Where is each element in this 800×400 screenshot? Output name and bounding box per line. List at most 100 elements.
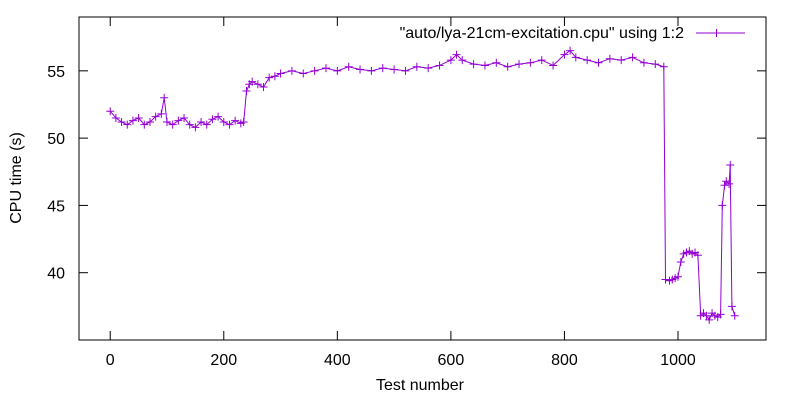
data-point xyxy=(239,117,248,126)
data-point xyxy=(676,257,685,266)
data-point xyxy=(401,66,410,75)
data-point xyxy=(185,120,194,129)
x-tick-label: 0 xyxy=(106,352,115,369)
data-point xyxy=(321,64,330,73)
data-point xyxy=(208,115,217,124)
data-point xyxy=(197,117,206,126)
data-point xyxy=(424,64,433,73)
data-point xyxy=(344,62,353,71)
data-point xyxy=(180,113,189,122)
x-tick-label: 800 xyxy=(551,352,578,369)
data-point xyxy=(174,116,183,125)
data-point xyxy=(566,46,575,55)
data-point xyxy=(333,66,342,75)
data-point xyxy=(583,56,592,65)
data-point xyxy=(157,109,166,118)
data-point xyxy=(134,113,143,122)
data-point xyxy=(651,60,660,69)
data-point xyxy=(106,107,115,116)
x-tick-label: 200 xyxy=(210,352,237,369)
data-point xyxy=(503,62,512,71)
data-point xyxy=(730,311,739,320)
data-point xyxy=(435,61,444,70)
data-point xyxy=(727,302,736,311)
data-point xyxy=(253,80,262,89)
data-point xyxy=(123,120,132,129)
x-tick-label: 400 xyxy=(324,352,351,369)
data-point xyxy=(163,117,172,126)
y-tick-label: 45 xyxy=(47,198,65,215)
data-point xyxy=(356,65,365,74)
legend-label: "auto/lya-21cm-excitation.cpu" using 1:2 xyxy=(400,25,685,42)
data-point xyxy=(202,120,211,129)
y-tick-label: 40 xyxy=(47,266,65,283)
data-point xyxy=(560,50,569,59)
data-point xyxy=(446,56,455,65)
data-point xyxy=(270,72,279,81)
series-layer xyxy=(106,46,739,324)
data-point xyxy=(214,112,223,121)
data-point xyxy=(378,64,387,73)
data-point xyxy=(639,58,648,67)
data-point xyxy=(248,77,257,86)
data-point xyxy=(725,179,734,188)
data-point xyxy=(549,61,558,70)
data-point xyxy=(720,181,729,190)
data-point xyxy=(628,53,637,62)
legend: "auto/lya-21cm-excitation.cpu" using 1:2 xyxy=(400,25,745,42)
data-point xyxy=(726,161,735,170)
data-point xyxy=(367,66,376,75)
data-point xyxy=(168,120,177,129)
data-point xyxy=(659,62,668,71)
data-point xyxy=(673,272,682,281)
data-point xyxy=(594,58,603,67)
x-axis-ticks: 0 200 400 600 800 1000 xyxy=(106,17,696,369)
data-point xyxy=(412,62,421,71)
data-point xyxy=(515,60,524,69)
data-point xyxy=(128,116,137,125)
data-point xyxy=(145,117,154,126)
data-point xyxy=(219,117,228,126)
data-point xyxy=(526,58,535,67)
data-point xyxy=(452,50,461,59)
data-point xyxy=(661,275,670,284)
data-point xyxy=(276,69,285,78)
data-point xyxy=(117,117,126,126)
data-point xyxy=(265,73,274,82)
y-tick-label: 50 xyxy=(47,131,65,148)
x-tick-label: 600 xyxy=(438,352,465,369)
data-point xyxy=(242,87,251,96)
data-point xyxy=(702,311,711,320)
x-tick-label: 1000 xyxy=(660,352,696,369)
legend-marker xyxy=(712,29,721,37)
data-point xyxy=(693,251,702,260)
data-point xyxy=(492,58,501,67)
data-point xyxy=(571,53,580,62)
data-point xyxy=(225,120,234,129)
data-point xyxy=(111,113,120,122)
data-point xyxy=(299,69,308,78)
data-point xyxy=(716,310,725,319)
data-point xyxy=(480,61,489,70)
data-point xyxy=(140,120,149,129)
data-point xyxy=(287,66,296,75)
data-point xyxy=(231,116,240,125)
x-axis-label: Test number xyxy=(376,377,465,394)
data-point xyxy=(458,56,467,65)
data-point xyxy=(151,112,160,121)
data-point xyxy=(718,201,727,210)
data-point xyxy=(160,93,169,102)
plot-frame xyxy=(78,16,767,341)
y-tick-label: 55 xyxy=(47,64,65,81)
data-point xyxy=(310,66,319,75)
data-point xyxy=(617,56,626,65)
y-axis-ticks: 40 45 50 55 xyxy=(47,64,766,283)
data-point xyxy=(390,65,399,74)
data-point xyxy=(469,60,478,69)
data-point xyxy=(605,54,614,63)
series-line xyxy=(109,49,736,321)
data-point xyxy=(191,123,200,132)
data-point xyxy=(705,315,714,324)
data-point xyxy=(537,56,546,65)
